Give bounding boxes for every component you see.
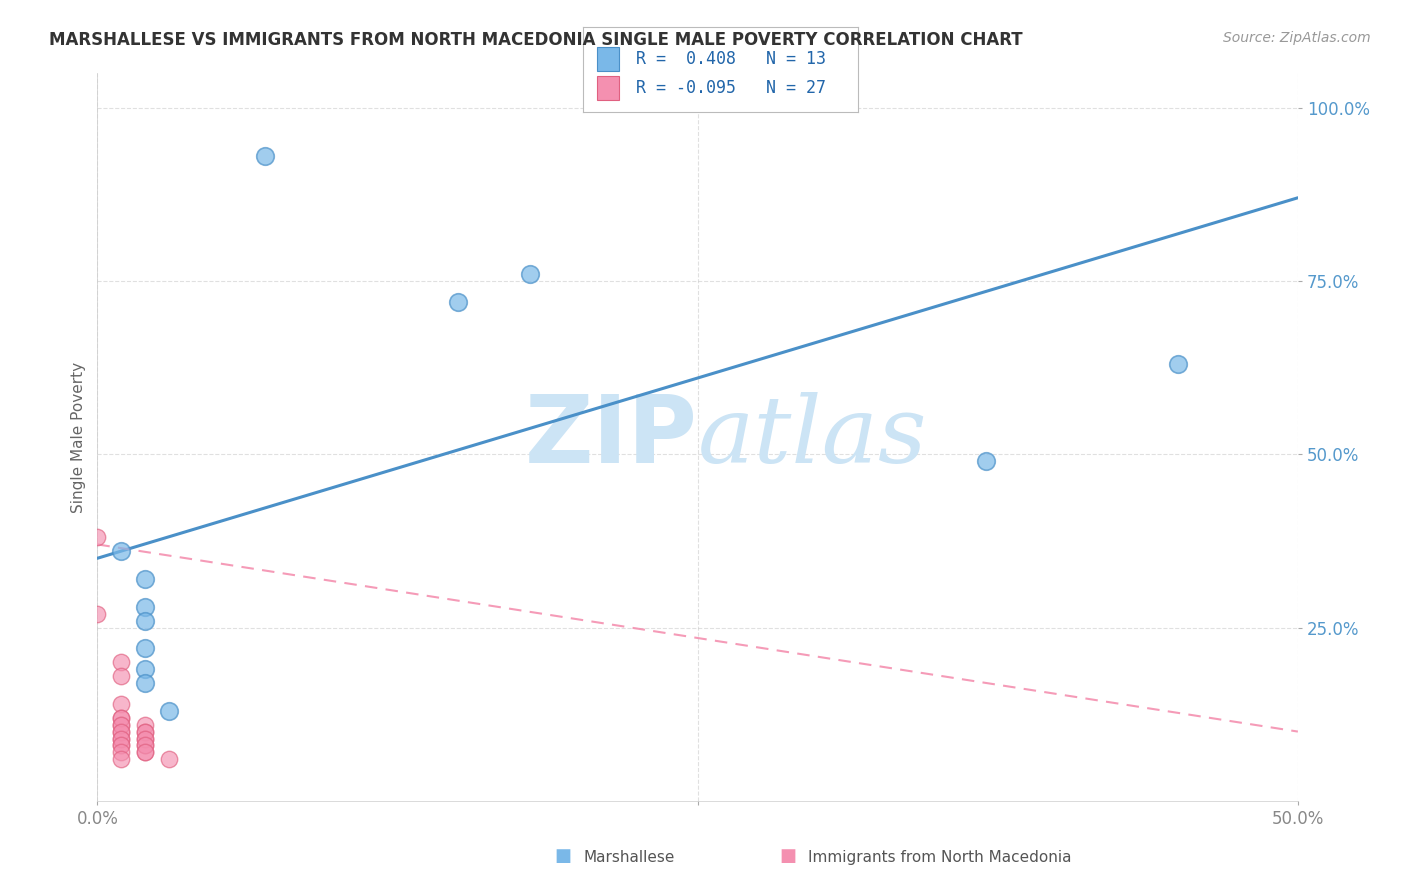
Point [134, 662, 156, 676]
Point [134, 676, 156, 690]
Point [110, 717, 132, 731]
Bar [598, 47, 619, 70]
Point [110, 711, 132, 725]
Point [134, 745, 156, 759]
Point [134, 572, 156, 586]
Point [86, 531, 108, 545]
Point [134, 731, 156, 746]
Point [134, 739, 156, 753]
Point [110, 711, 132, 725]
Text: MARSHALLESE VS IMMIGRANTS FROM NORTH MACEDONIA SINGLE MALE POVERTY CORRELATION C: MARSHALLESE VS IMMIGRANTS FROM NORTH MAC… [49, 31, 1022, 49]
Point [110, 717, 132, 731]
Point [110, 669, 132, 683]
Point [134, 717, 156, 731]
Text: R =  0.408   N = 13: R = 0.408 N = 13 [636, 50, 825, 68]
Text: Marshallese: Marshallese [583, 850, 675, 865]
Text: R = -0.095   N = 27: R = -0.095 N = 27 [636, 78, 825, 96]
Point [134, 614, 156, 628]
Text: ■: ■ [554, 847, 571, 865]
Point [110, 739, 132, 753]
Point [134, 731, 156, 746]
Bar [598, 76, 619, 100]
Text: ZIP: ZIP [524, 391, 697, 483]
Point [110, 731, 132, 746]
Point [134, 739, 156, 753]
Point [110, 655, 132, 669]
Point [86, 607, 108, 621]
Point [134, 724, 156, 739]
Point [110, 745, 132, 759]
Text: atlas: atlas [697, 392, 927, 482]
Point [110, 724, 132, 739]
Point [974, 454, 997, 468]
Y-axis label: Single Male Poverty: Single Male Poverty [72, 361, 86, 513]
Point [110, 739, 132, 753]
Point [157, 704, 180, 718]
Point [110, 544, 132, 558]
Point [1167, 357, 1189, 371]
Point [110, 697, 132, 711]
Point [134, 745, 156, 759]
Point [254, 149, 277, 163]
Point [134, 599, 156, 614]
Point [110, 731, 132, 746]
Point [157, 752, 180, 766]
Point [446, 294, 468, 309]
Text: Immigrants from North Macedonia: Immigrants from North Macedonia [808, 850, 1071, 865]
Point [519, 267, 541, 281]
Point [110, 724, 132, 739]
Point [110, 752, 132, 766]
Text: ■: ■ [779, 847, 796, 865]
Point [134, 641, 156, 656]
Point [134, 724, 156, 739]
Text: Source: ZipAtlas.com: Source: ZipAtlas.com [1223, 31, 1371, 45]
